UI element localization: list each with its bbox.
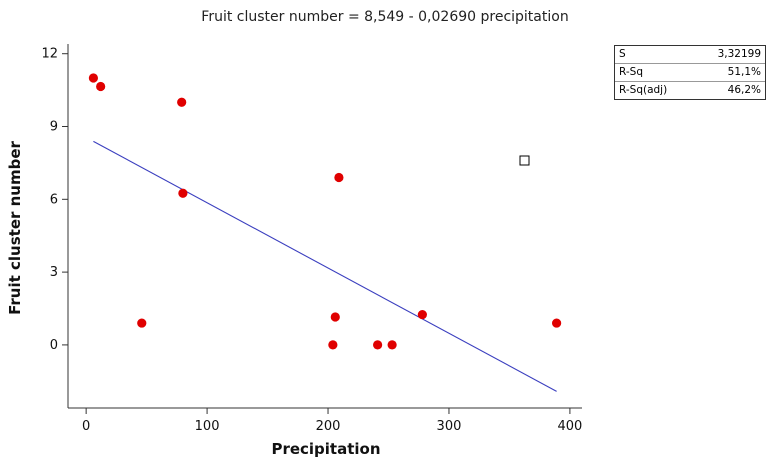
- x-tick-label: 400: [557, 419, 582, 434]
- data-point: [178, 188, 188, 198]
- data-point: [328, 340, 338, 350]
- data-point: [330, 312, 340, 322]
- x-axis-ticks: 0 100 200 300 400: [82, 408, 582, 434]
- stats-value: 46,2%: [727, 84, 761, 96]
- stats-value: 51,1%: [727, 66, 761, 78]
- chart-title: Fruit cluster number = 8,549 - 0,02690 p…: [201, 9, 568, 25]
- data-point: [334, 172, 344, 183]
- x-tick-label: 100: [195, 419, 220, 434]
- data-point: [373, 340, 383, 350]
- data-point: [137, 318, 147, 328]
- y-tick-label: 6: [50, 192, 58, 207]
- marker-square-icon: [519, 155, 530, 166]
- y-tick-label: 0: [50, 338, 58, 353]
- y-tick-label: 3: [50, 265, 58, 280]
- x-tick-label: 300: [437, 419, 462, 434]
- regression-stats-box: S 3,32199 R-Sq 51,1% R-Sq(adj) 46,2%: [614, 45, 766, 100]
- x-tick-label: 0: [82, 419, 90, 434]
- data-point: [88, 73, 98, 83]
- y-axis-label: Fruit cluster number: [6, 140, 24, 314]
- stats-row-r-sq: R-Sq 51,1%: [615, 64, 765, 82]
- data-point: [552, 318, 562, 328]
- stats-row-s: S 3,32199: [615, 46, 765, 64]
- y-axis-ticks: 0 3 6 9 12: [41, 47, 68, 353]
- y-tick-label: 9: [50, 120, 58, 135]
- stats-value: 3,32199: [717, 48, 761, 60]
- data-points: [88, 73, 562, 350]
- stats-label: R-Sq(adj): [619, 84, 668, 96]
- data-point: [417, 309, 427, 320]
- x-tick-label: 200: [316, 419, 341, 434]
- data-point: [96, 81, 106, 92]
- stats-row-r-sq-adj: R-Sq(adj) 46,2%: [615, 82, 765, 99]
- regression-line: [93, 140, 557, 392]
- x-axis-label: Precipitation: [271, 440, 380, 458]
- data-point: [387, 340, 397, 350]
- data-point: [177, 97, 187, 107]
- stats-label: S: [619, 48, 626, 60]
- stats-label: R-Sq: [619, 66, 643, 78]
- y-tick-label: 12: [41, 47, 58, 62]
